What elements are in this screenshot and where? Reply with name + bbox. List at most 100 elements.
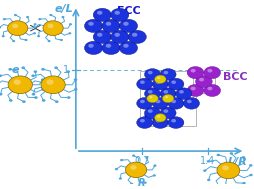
Circle shape: [140, 81, 145, 84]
Circle shape: [168, 78, 184, 90]
Circle shape: [88, 44, 94, 48]
Circle shape: [157, 115, 161, 118]
Circle shape: [2, 35, 5, 37]
Circle shape: [12, 24, 18, 28]
Circle shape: [28, 84, 31, 86]
Circle shape: [249, 164, 252, 167]
Text: e: e: [11, 65, 19, 75]
Circle shape: [9, 99, 13, 102]
Circle shape: [3, 18, 6, 20]
Circle shape: [171, 119, 176, 122]
Circle shape: [0, 93, 3, 96]
Circle shape: [33, 32, 36, 34]
Circle shape: [130, 165, 137, 170]
Circle shape: [207, 179, 211, 181]
Circle shape: [31, 74, 35, 77]
Text: R: R: [137, 178, 145, 188]
Circle shape: [102, 19, 120, 33]
Circle shape: [106, 44, 111, 48]
Circle shape: [67, 96, 71, 99]
Circle shape: [145, 69, 161, 80]
Circle shape: [42, 99, 45, 102]
Circle shape: [97, 33, 102, 37]
Circle shape: [160, 107, 176, 119]
Circle shape: [242, 182, 246, 184]
Circle shape: [106, 22, 111, 26]
Circle shape: [97, 11, 102, 15]
Circle shape: [60, 39, 63, 41]
Circle shape: [204, 67, 221, 79]
Circle shape: [93, 8, 112, 22]
Circle shape: [41, 78, 44, 81]
Circle shape: [217, 154, 220, 156]
Circle shape: [156, 100, 161, 103]
Circle shape: [26, 16, 29, 18]
Circle shape: [33, 26, 36, 29]
Text: 1: 1: [64, 65, 70, 75]
Circle shape: [13, 79, 21, 85]
Circle shape: [203, 169, 207, 172]
Circle shape: [67, 70, 70, 73]
Text: BCC: BCC: [223, 72, 247, 82]
Circle shape: [168, 98, 184, 109]
Bar: [140, 70, 196, 126]
Circle shape: [119, 177, 122, 180]
Circle shape: [187, 67, 204, 79]
Circle shape: [128, 30, 146, 43]
Circle shape: [137, 98, 153, 109]
Circle shape: [145, 157, 148, 159]
Circle shape: [207, 69, 212, 73]
Circle shape: [154, 114, 166, 122]
Circle shape: [176, 88, 192, 100]
Circle shape: [47, 40, 51, 42]
Text: C14: C14: [144, 112, 167, 122]
Circle shape: [68, 32, 71, 34]
Circle shape: [84, 19, 103, 33]
Circle shape: [8, 68, 12, 71]
Circle shape: [88, 22, 94, 26]
Circle shape: [119, 19, 138, 33]
Circle shape: [8, 21, 28, 36]
Circle shape: [164, 71, 168, 74]
Circle shape: [119, 41, 138, 55]
Circle shape: [137, 117, 153, 129]
Circle shape: [37, 35, 40, 37]
Circle shape: [8, 76, 32, 94]
Circle shape: [38, 18, 41, 20]
Circle shape: [132, 33, 137, 37]
Circle shape: [164, 90, 168, 94]
Text: FCC: FCC: [117, 6, 141, 16]
Circle shape: [12, 40, 15, 42]
Circle shape: [187, 84, 204, 97]
Circle shape: [74, 88, 77, 91]
Circle shape: [196, 75, 212, 88]
Circle shape: [84, 41, 103, 55]
Circle shape: [34, 96, 38, 99]
Circle shape: [102, 41, 120, 55]
Circle shape: [0, 26, 1, 29]
Circle shape: [137, 78, 153, 90]
Text: 1.4: 1.4: [200, 156, 215, 166]
Circle shape: [152, 98, 168, 109]
Circle shape: [144, 181, 147, 184]
Circle shape: [199, 78, 204, 81]
Circle shape: [148, 90, 153, 94]
Circle shape: [0, 74, 2, 77]
Circle shape: [111, 30, 129, 43]
Circle shape: [164, 109, 168, 113]
Circle shape: [184, 98, 200, 109]
Circle shape: [207, 87, 212, 90]
Circle shape: [115, 168, 118, 170]
Circle shape: [34, 23, 37, 25]
Circle shape: [156, 119, 161, 122]
Circle shape: [147, 94, 158, 103]
Circle shape: [74, 78, 77, 81]
Circle shape: [61, 16, 65, 18]
Circle shape: [46, 79, 54, 85]
Circle shape: [191, 69, 196, 73]
Circle shape: [22, 100, 26, 103]
Circle shape: [217, 185, 220, 187]
Circle shape: [249, 174, 253, 176]
Circle shape: [115, 33, 120, 37]
Circle shape: [111, 8, 129, 22]
